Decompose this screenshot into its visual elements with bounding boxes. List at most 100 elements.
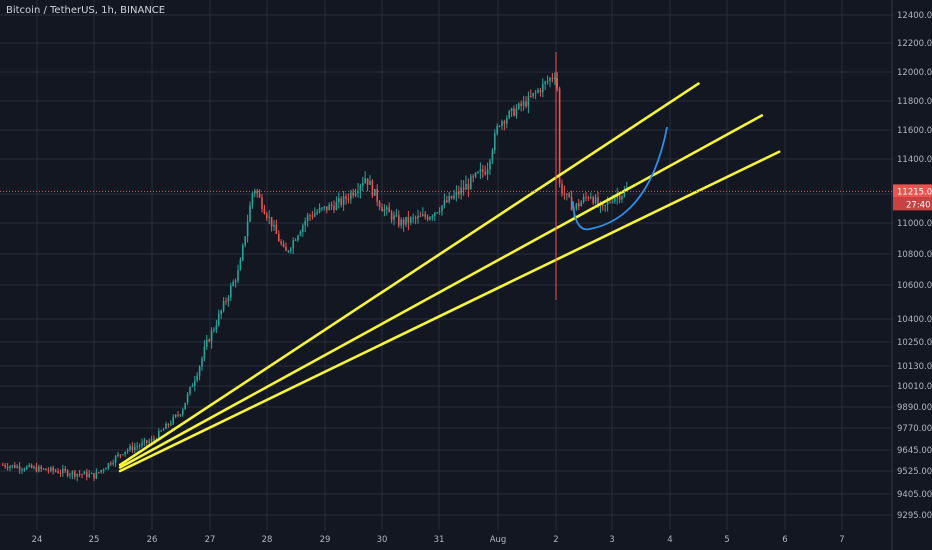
candle[interactable] — [64, 468, 66, 471]
candle[interactable] — [323, 206, 326, 208]
candle[interactable] — [402, 219, 405, 225]
candle[interactable] — [114, 456, 117, 463]
candle[interactable] — [602, 204, 604, 206]
candle[interactable] — [393, 215, 395, 220]
candle[interactable] — [520, 103, 522, 106]
candle[interactable] — [40, 466, 42, 469]
candle[interactable] — [42, 468, 45, 470]
candle[interactable] — [378, 201, 381, 207]
candle[interactable] — [287, 250, 290, 252]
candle[interactable] — [350, 192, 352, 200]
candle[interactable] — [575, 203, 578, 209]
candle[interactable] — [74, 471, 76, 477]
candle[interactable] — [62, 468, 64, 474]
candle[interactable] — [611, 201, 614, 203]
trendline[interactable] — [118, 82, 700, 467]
candle[interactable] — [112, 462, 114, 465]
drawing-tools[interactable] — [118, 52, 781, 473]
candle[interactable] — [410, 217, 412, 223]
candle[interactable] — [429, 217, 431, 220]
candle[interactable] — [304, 221, 306, 226]
candle[interactable] — [496, 125, 498, 134]
candle[interactable] — [374, 189, 376, 196]
candle[interactable] — [371, 180, 374, 196]
candle[interactable] — [338, 198, 340, 202]
candle[interactable] — [542, 83, 544, 93]
candle[interactable] — [508, 111, 510, 119]
candle[interactable] — [167, 423, 170, 425]
candle[interactable] — [134, 446, 136, 451]
candle[interactable] — [561, 183, 563, 194]
candle[interactable] — [119, 454, 122, 456]
candle[interactable] — [268, 216, 270, 218]
candle[interactable] — [352, 192, 354, 196]
candle[interactable] — [532, 93, 534, 97]
candle[interactable] — [239, 259, 242, 271]
candle[interactable] — [174, 414, 177, 417]
candle[interactable] — [498, 125, 501, 127]
candle[interactable] — [345, 196, 347, 200]
candle[interactable] — [76, 473, 78, 477]
candle[interactable] — [11, 465, 14, 467]
candle[interactable] — [150, 439, 153, 442]
candle[interactable] — [273, 224, 275, 227]
candle[interactable] — [242, 245, 244, 260]
candle[interactable] — [470, 176, 472, 190]
candle[interactable] — [88, 474, 90, 478]
candle[interactable] — [18, 466, 21, 470]
candle[interactable] — [213, 329, 215, 331]
candle[interactable] — [254, 190, 256, 194]
candle[interactable] — [314, 213, 316, 217]
cup-curve[interactable] — [571, 126, 668, 231]
candle[interactable] — [191, 385, 194, 387]
candle[interactable] — [405, 216, 407, 225]
candle[interactable] — [54, 470, 57, 472]
candle[interactable] — [467, 183, 470, 190]
candle[interactable] — [455, 191, 458, 196]
candle[interactable] — [124, 451, 126, 455]
trendline[interactable] — [118, 150, 781, 473]
candle[interactable] — [479, 169, 482, 173]
candle[interactable] — [136, 446, 138, 448]
candle[interactable] — [554, 78, 556, 80]
candle[interactable] — [33, 466, 35, 468]
candle[interactable] — [143, 440, 146, 443]
candle[interactable] — [513, 108, 515, 116]
candle[interactable] — [299, 231, 302, 236]
candle[interactable] — [251, 193, 254, 206]
candle[interactable] — [81, 474, 83, 476]
candle[interactable] — [460, 187, 462, 195]
candle[interactable] — [129, 446, 131, 450]
candle[interactable] — [328, 204, 330, 211]
candle[interactable] — [450, 196, 453, 199]
candle[interactable] — [426, 216, 429, 220]
candle[interactable] — [465, 183, 467, 190]
candle[interactable] — [311, 215, 314, 217]
candle[interactable] — [290, 248, 292, 251]
candle[interactable] — [503, 121, 506, 124]
candle[interactable] — [354, 193, 357, 196]
candle[interactable] — [578, 203, 580, 207]
candle[interactable] — [280, 241, 282, 244]
candle[interactable] — [83, 471, 86, 475]
candle[interactable] — [28, 464, 30, 467]
candle[interactable] — [491, 150, 494, 161]
candle[interactable] — [518, 103, 520, 109]
candle[interactable] — [369, 180, 371, 185]
candle[interactable] — [594, 197, 597, 204]
candle[interactable] — [443, 200, 446, 206]
candle[interactable] — [309, 215, 311, 217]
candle[interactable] — [448, 196, 450, 202]
candle[interactable] — [506, 118, 508, 124]
candle[interactable] — [318, 208, 321, 213]
candle[interactable] — [510, 108, 513, 112]
candle[interactable] — [2, 464, 4, 466]
candle[interactable] — [122, 454, 124, 456]
candle[interactable] — [306, 215, 309, 222]
candle[interactable] — [537, 90, 539, 93]
candle[interactable] — [587, 197, 590, 199]
candle[interactable] — [386, 207, 388, 210]
candle[interactable] — [616, 195, 618, 198]
candle[interactable] — [482, 169, 484, 172]
